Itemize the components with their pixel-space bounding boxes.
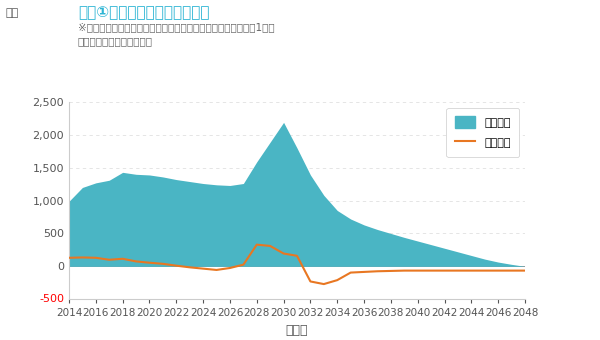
- Text: 退職金は考慮しない場合: 退職金は考慮しない場合: [78, 36, 153, 46]
- X-axis label: 西暦年: 西暦年: [286, 324, 308, 337]
- Text: 試算①のキャッシュフロー推移: 試算①のキャッシュフロー推移: [78, 5, 209, 20]
- Text: ※お子様の進学は高校～大学は私立、養育費相当額は進学時に1割増: ※お子様の進学は高校～大学は私立、養育費相当額は進学時に1割増: [78, 22, 275, 32]
- Text: -500: -500: [40, 294, 64, 304]
- Legend: 貯蓄残高, 年間収支: 貯蓄残高, 年間収支: [446, 107, 520, 157]
- Text: 万円: 万円: [6, 8, 19, 18]
